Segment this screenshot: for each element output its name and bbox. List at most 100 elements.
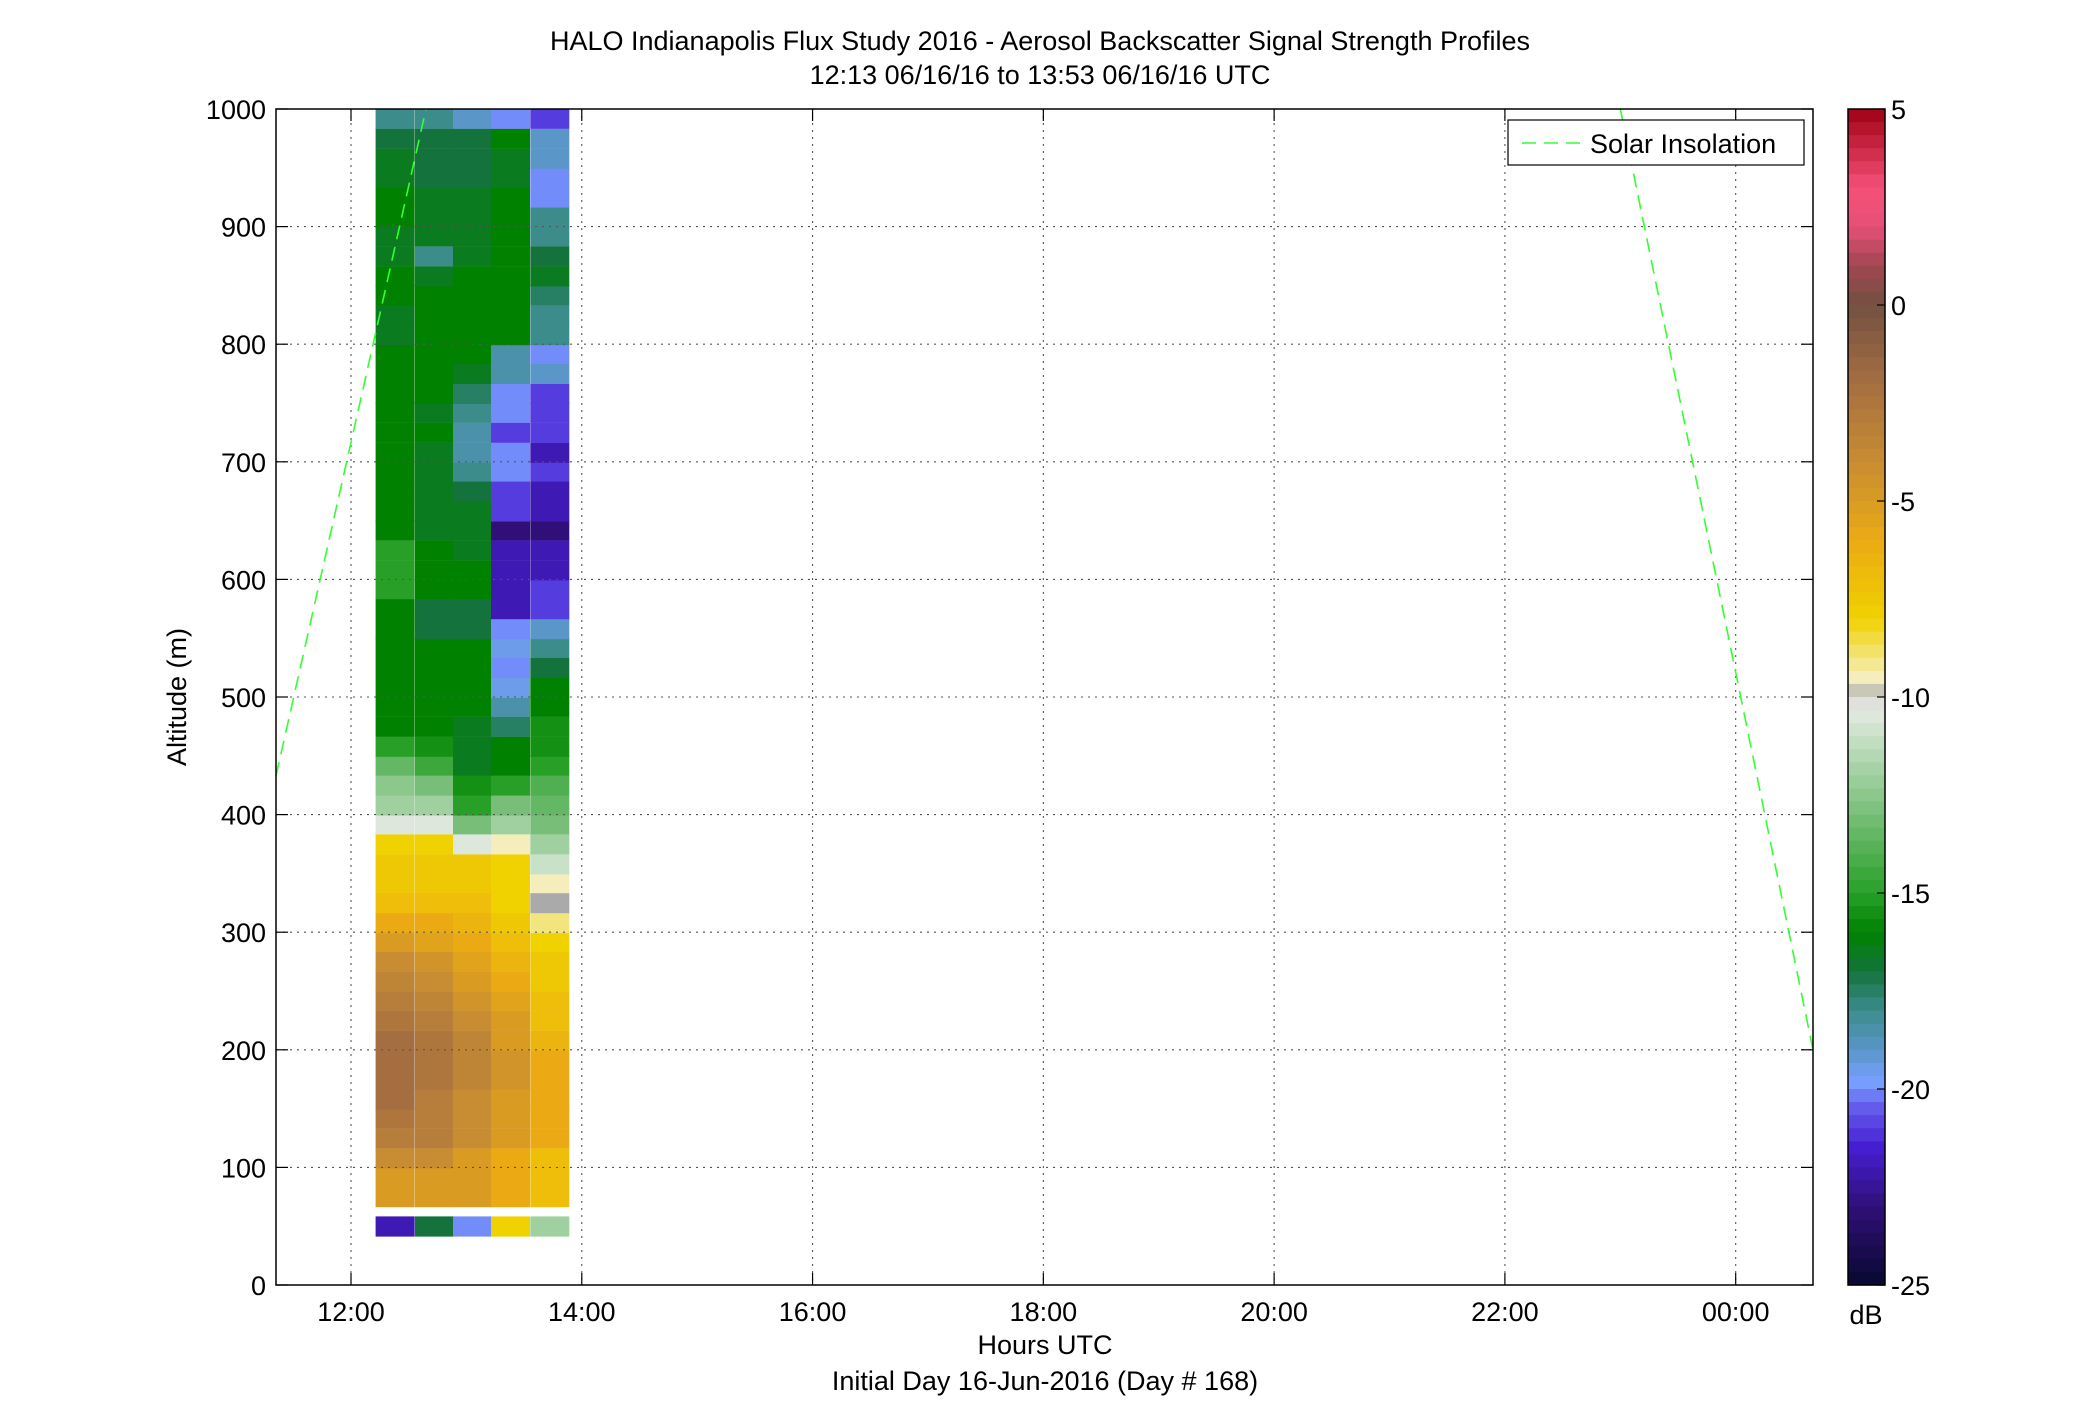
- heatmap-cell: [530, 599, 570, 620]
- heatmap-cell: [414, 637, 454, 658]
- heatmap-cell: [530, 187, 570, 208]
- colorbar-cell: [1848, 187, 1885, 202]
- heatmap-cell: [375, 207, 415, 228]
- heatmap-cell: [491, 1049, 530, 1070]
- heatmap-cell: [375, 1148, 415, 1169]
- heatmap-cell: [491, 343, 530, 364]
- heatmap-cell: [414, 363, 454, 384]
- heatmap-cell: [530, 560, 570, 581]
- heatmap-cell: [530, 305, 570, 326]
- x-tick-label: 20:00: [1240, 1297, 1308, 1327]
- heatmap-cell: [530, 971, 570, 992]
- colorbar-cell: [1848, 409, 1885, 424]
- heatmap-cell: [530, 461, 570, 482]
- heatmap-cell: [375, 736, 415, 757]
- heatmap-cell: [530, 128, 570, 149]
- colorbar-cell: [1848, 788, 1885, 803]
- colorbar-cell: [1848, 1036, 1885, 1051]
- heatmap-cell: [414, 305, 454, 326]
- heatmap-cell: [375, 1108, 415, 1129]
- colorbar-cell: [1848, 723, 1885, 737]
- heatmap-cell: [491, 1108, 530, 1129]
- colorbar-cell: [1848, 814, 1885, 829]
- heatmap-cell: [530, 148, 570, 169]
- heatmap-cell: [375, 677, 415, 698]
- heatmap-cell: [491, 246, 530, 267]
- heatmap-cell: [414, 931, 454, 952]
- colorbar-cell: [1848, 1089, 1885, 1103]
- heatmap-cell: [453, 108, 492, 129]
- colorbar-cell: [1848, 762, 1885, 776]
- heatmap-cell: [530, 246, 570, 267]
- heatmap-cell: [414, 716, 454, 737]
- heatmap-cell: [375, 696, 415, 717]
- heatmap-cell: [414, 461, 454, 482]
- heatmap-cell: [375, 854, 415, 875]
- heatmap-cell: [414, 854, 454, 875]
- heatmap-cell: [414, 343, 454, 364]
- heatmap-cell: [453, 971, 492, 992]
- x-tick-label: 14:00: [548, 1297, 616, 1327]
- colorbar-cell: [1848, 1062, 1885, 1077]
- heatmap-cell: [414, 1089, 454, 1110]
- heatmap-cell: [491, 1187, 530, 1208]
- heatmap-cell: [530, 1216, 570, 1237]
- heatmap-cell: [453, 128, 492, 149]
- heatmap-cell: [491, 696, 530, 717]
- heatmap-cell: [453, 579, 492, 600]
- heatmap-cell: [375, 148, 415, 169]
- heatmap-cell: [491, 854, 530, 875]
- heatmap-cell: [375, 1187, 415, 1208]
- colorbar-cell: [1848, 1206, 1885, 1221]
- heatmap-cell: [414, 990, 454, 1011]
- heatmap-cell: [414, 325, 454, 346]
- colorbar-cell: [1848, 1258, 1885, 1273]
- heatmap-cell: [453, 1049, 492, 1070]
- colorbar-tick-label: -25: [1891, 1271, 1930, 1301]
- colorbar-cell: [1848, 1193, 1885, 1208]
- heatmap-cell: [453, 951, 492, 972]
- colorbar-cell: [1848, 344, 1885, 358]
- heatmap-cell: [414, 1167, 454, 1188]
- colorbar-cell: [1848, 448, 1885, 463]
- colorbar-cell: [1848, 461, 1885, 476]
- colorbar-cell: [1848, 906, 1885, 920]
- colorbar-cell: [1848, 749, 1885, 763]
- heatmap-cell: [414, 1108, 454, 1129]
- heatmap-cell: [530, 108, 570, 129]
- chart-title: HALO Indianapolis Flux Study 2016 - Aero…: [550, 26, 1530, 56]
- heatmap-cell: [375, 579, 415, 600]
- colorbar-cell: [1848, 1115, 1885, 1129]
- heatmap-cell: [530, 325, 570, 346]
- heatmap-cell: [375, 187, 415, 208]
- y-tick-label: 700: [221, 448, 266, 478]
- colorbar-cell: [1848, 148, 1885, 162]
- heatmap-cell: [414, 951, 454, 972]
- heatmap-cell: [453, 520, 492, 541]
- heatmap-cell: [491, 1010, 530, 1031]
- colorbar-cell: [1848, 644, 1885, 659]
- heatmap-cell: [530, 540, 570, 561]
- heatmap-cell: [453, 246, 492, 267]
- heatmap-cell: [491, 285, 530, 306]
- colorbar-cell: [1848, 501, 1885, 515]
- heatmap-cell: [375, 637, 415, 658]
- heatmap-cell: [491, 461, 530, 482]
- colorbar-cell: [1848, 252, 1885, 267]
- heatmap-cell: [530, 873, 570, 894]
- heatmap-cell: [414, 971, 454, 992]
- heatmap-cell: [530, 834, 570, 855]
- colorbar-cell: [1848, 174, 1885, 188]
- heatmap-cell: [453, 834, 492, 855]
- heatmap-cell: [491, 1216, 530, 1237]
- colorbar-tick-label: 5: [1891, 95, 1906, 125]
- heatmap-cell: [414, 207, 454, 228]
- colorbar-cell: [1848, 945, 1885, 959]
- heatmap-cell: [491, 501, 530, 522]
- heatmap-cell: [453, 736, 492, 757]
- heatmap-cell: [491, 814, 530, 835]
- colorbar-cell: [1848, 226, 1885, 241]
- colorbar-cell: [1848, 122, 1885, 136]
- colorbar-cell: [1848, 278, 1885, 293]
